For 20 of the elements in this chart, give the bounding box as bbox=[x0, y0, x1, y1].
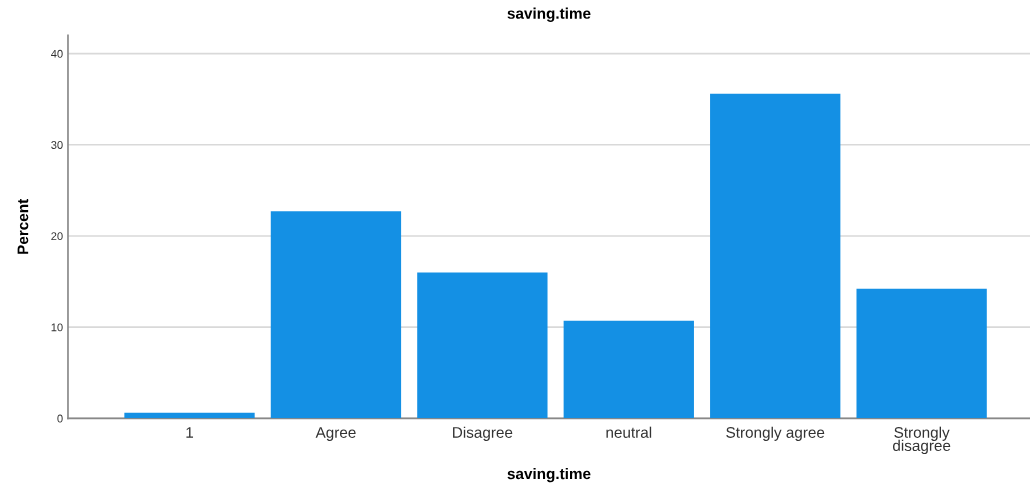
x-tick-label: Agree bbox=[315, 427, 356, 441]
x-axis-title: saving.time bbox=[507, 467, 591, 483]
x-tick-label: Strongly agree bbox=[726, 426, 825, 441]
y-tick-label: 0 bbox=[57, 414, 63, 423]
x-tick-label: 1 bbox=[186, 427, 194, 438]
bar bbox=[270, 211, 402, 419]
y-tick-label: 30 bbox=[51, 141, 63, 149]
y-tick-label: 40 bbox=[51, 49, 63, 58]
x-tick-label: neutral bbox=[606, 426, 652, 438]
y-tick-label: 20 bbox=[51, 232, 63, 241]
chart-title: saving.time bbox=[507, 7, 591, 22]
bar bbox=[563, 320, 694, 419]
bar bbox=[124, 412, 255, 419]
bar bbox=[856, 288, 987, 419]
x-tick-label: Disagree bbox=[453, 426, 513, 441]
bar bbox=[710, 93, 841, 419]
y-tick-label: 10 bbox=[51, 323, 63, 332]
x-tick-label: Strongly disagree bbox=[892, 426, 951, 455]
bar bbox=[417, 272, 548, 419]
y-axis-title: Percent bbox=[17, 199, 29, 254]
